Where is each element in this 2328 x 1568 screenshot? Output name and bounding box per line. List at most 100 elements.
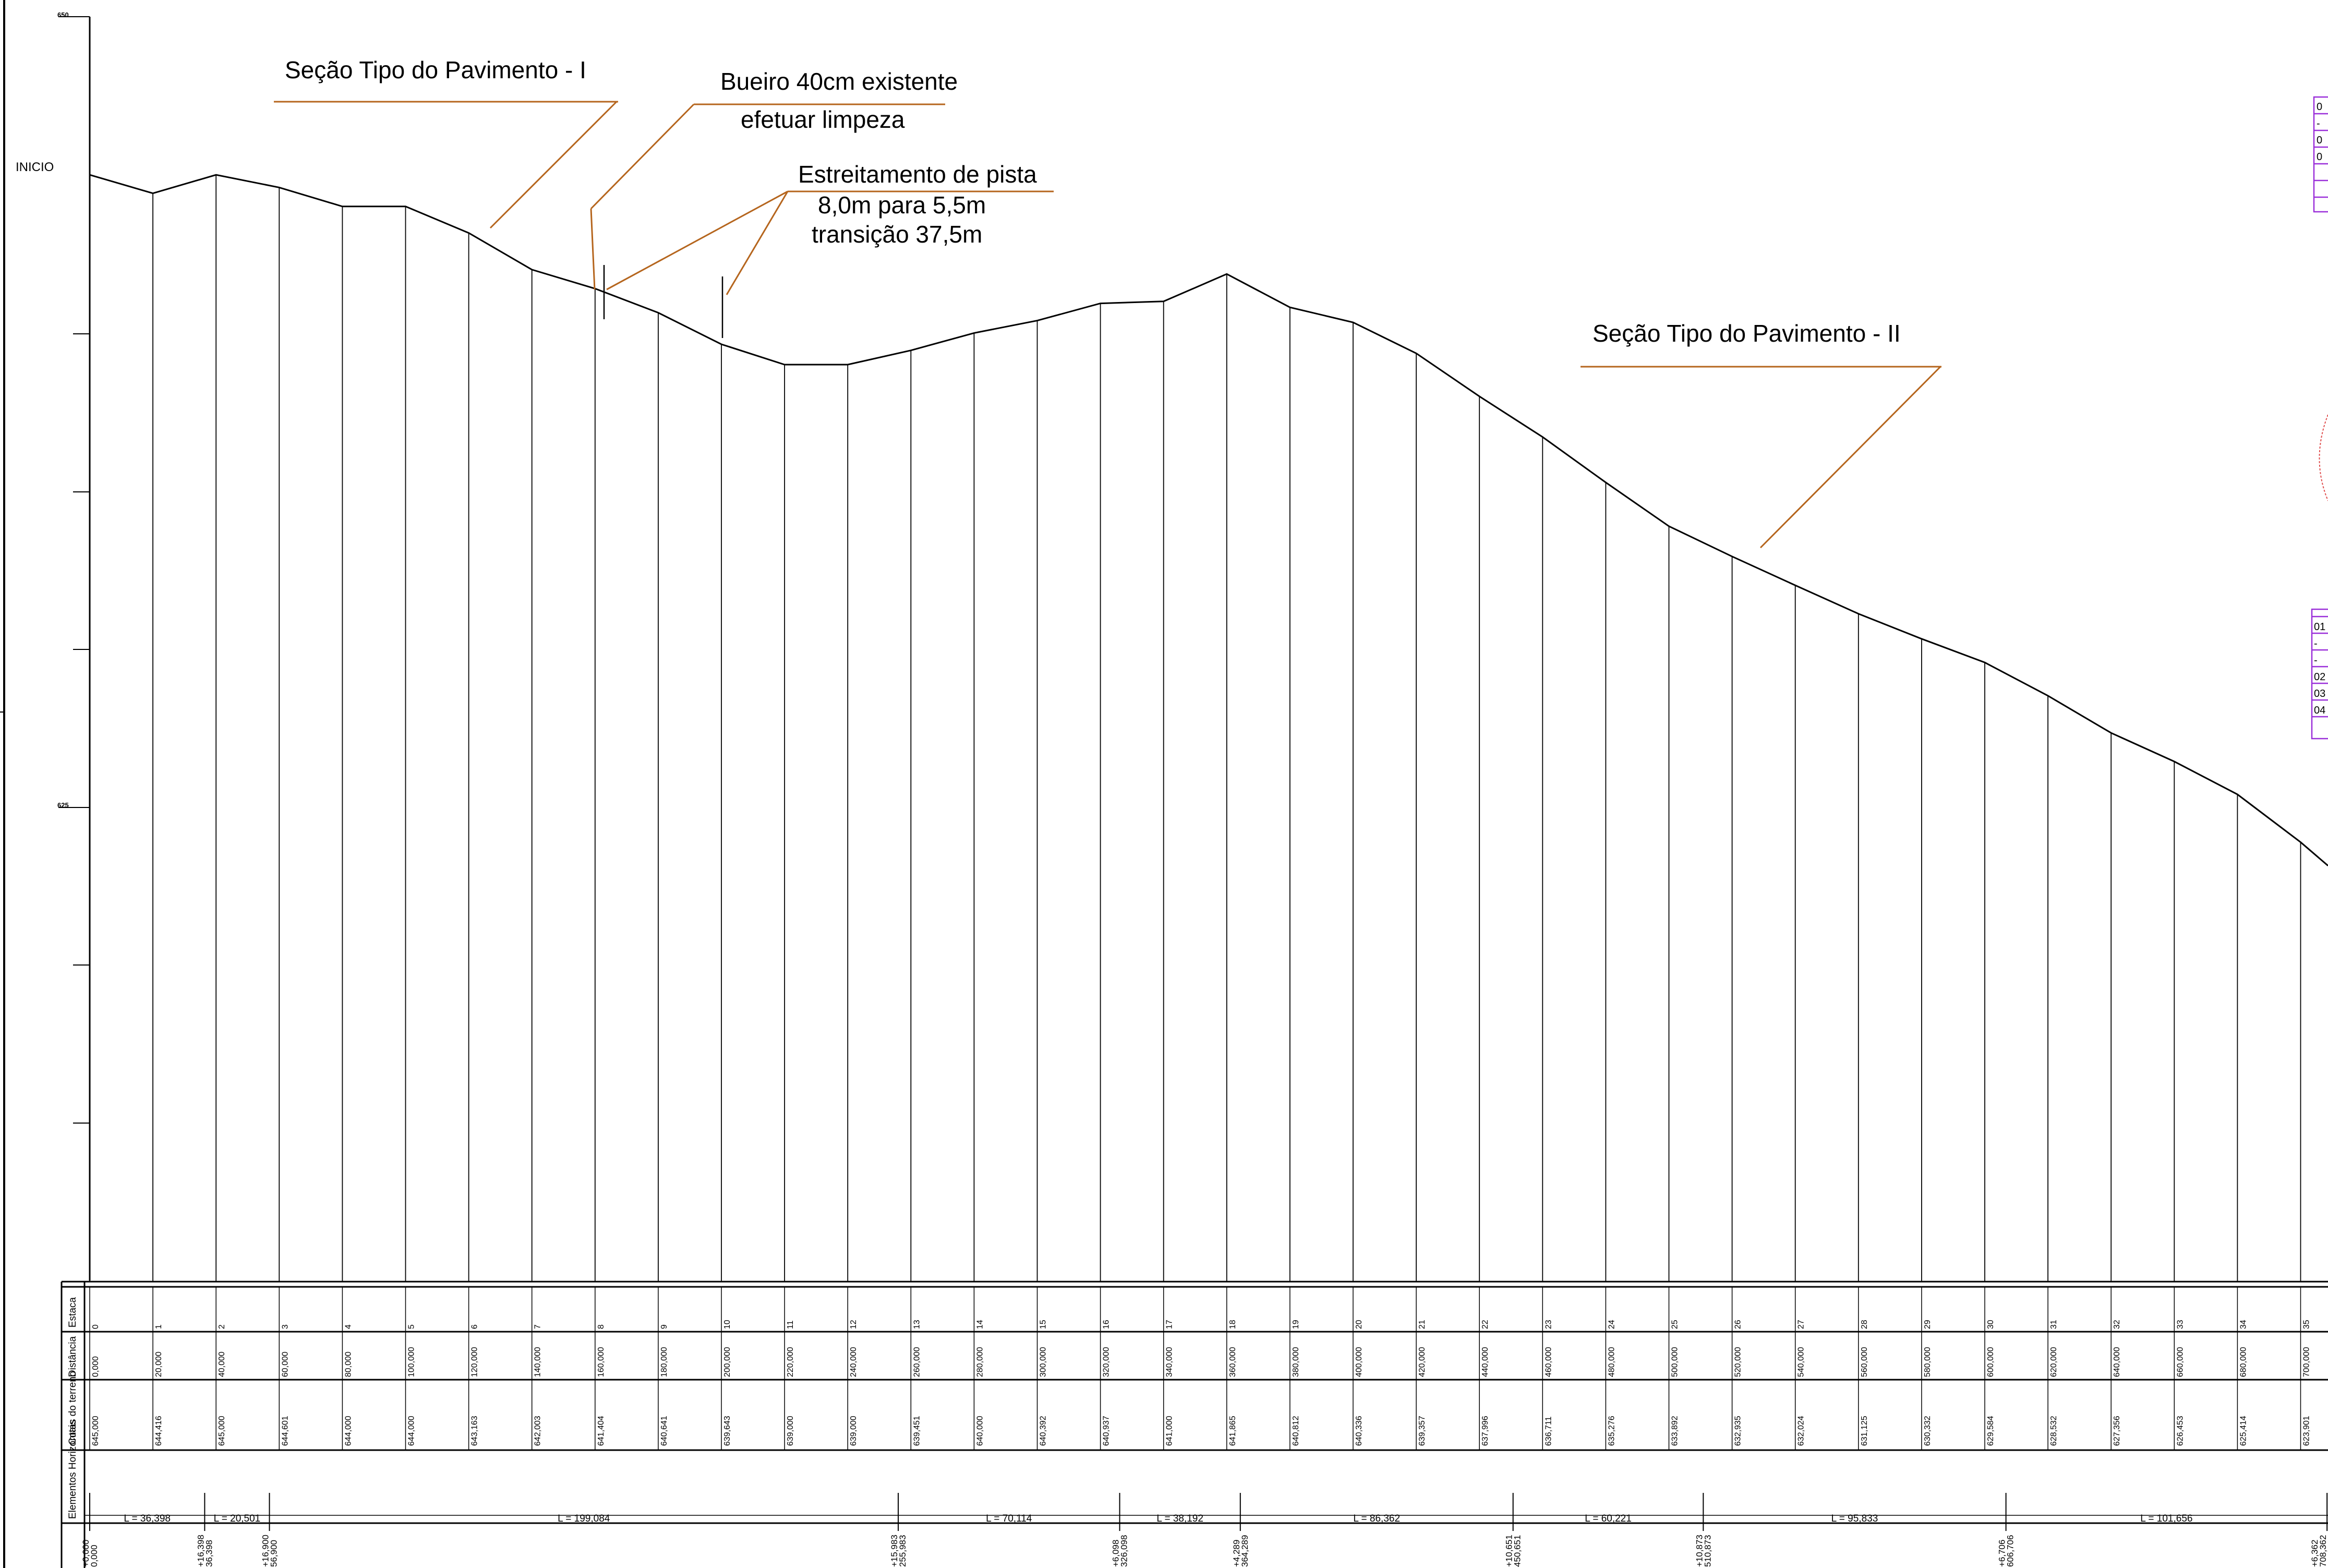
- cota-value: 630,332: [1923, 1416, 1932, 1446]
- distancia-value: 460,000: [1544, 1347, 1553, 1377]
- side-table-2-labels: 01 - - 02 03 04: [2314, 621, 2325, 716]
- annotation-secao-1: Seção Tipo do Pavimento - I: [285, 56, 586, 83]
- station-offset-label: +16,900: [261, 1535, 271, 1567]
- horizontal-element-length: L = 60,221: [1585, 1513, 1632, 1524]
- estaca-value: 23: [1544, 1320, 1553, 1329]
- horizontal-element-length: L = 86,362: [1353, 1513, 1400, 1524]
- estaca-value: 13: [912, 1320, 921, 1329]
- cota-value: 640,336: [1355, 1416, 1364, 1446]
- distancia-value: 100,000: [407, 1347, 416, 1377]
- distancia-value: 380,000: [1292, 1347, 1300, 1377]
- station-distance-label: 364,289: [1240, 1535, 1250, 1567]
- cota-value: 632,024: [1797, 1416, 1806, 1446]
- cota-value: 640,812: [1292, 1416, 1300, 1446]
- station-offset-label: +0,000: [81, 1540, 91, 1567]
- leader-secao-1: [489, 101, 618, 229]
- side-table-2-cell: -: [2314, 638, 2318, 649]
- side-table-2-cell: 04: [2314, 705, 2325, 716]
- distancia-value: 240,000: [849, 1347, 858, 1377]
- side-table-2-cell: 03: [2314, 688, 2325, 699]
- station-distance-label: 326,098: [1119, 1535, 1129, 1567]
- estaca-value: 2: [218, 1324, 226, 1329]
- axis-label-top: 650: [57, 11, 69, 19]
- station-offset-label: +16,398: [196, 1535, 206, 1567]
- side-table-2-cell: -: [2314, 655, 2318, 666]
- station-offset-label: +6,098: [1111, 1540, 1121, 1567]
- side-table-2-cell: 02: [2314, 671, 2325, 683]
- distancia-value: 600,000: [1986, 1347, 1995, 1377]
- annotation-estreitamento-line1: Estreitamento de pista: [798, 161, 1037, 188]
- annotation-bueiro-line2: efetuar limpeza: [741, 106, 905, 133]
- cota-value: 642,003: [534, 1416, 542, 1446]
- horizontal-element-length: L = 36,398: [124, 1513, 171, 1524]
- estaca-value: 32: [2113, 1320, 2121, 1329]
- distancia-value: 200,000: [723, 1347, 732, 1377]
- cota-value: 641,404: [597, 1416, 606, 1446]
- distancia-value: 140,000: [534, 1347, 542, 1377]
- annotation-secao-2: Seção Tipo do Pavimento - II: [1593, 320, 1901, 347]
- leader-estreitamento-a: [606, 190, 788, 291]
- estaca-value: 24: [1607, 1320, 1616, 1329]
- horizontal-element-length: L = 101,656: [2140, 1513, 2192, 1524]
- cota-value: 644,601: [281, 1416, 290, 1446]
- cota-value: 623,901: [2302, 1416, 2311, 1446]
- horizontal-element-length: L = 20,501: [214, 1513, 261, 1524]
- station-offset-label: +10,651: [1504, 1535, 1514, 1567]
- cota-value: 636,711: [1544, 1416, 1553, 1446]
- header-distancia: Distância: [67, 1336, 78, 1377]
- distancia-value: 180,000: [660, 1347, 669, 1377]
- cota-value: 641,865: [1228, 1416, 1237, 1446]
- distancia-value: 640,000: [2113, 1347, 2121, 1377]
- header-estaca: Estaca: [67, 1297, 78, 1328]
- station-distance-label: 0,000: [89, 1545, 99, 1567]
- axis-label-mid: 625: [57, 801, 69, 809]
- start-label: INICIO: [16, 160, 54, 174]
- distancia-value: 20,000: [154, 1352, 163, 1377]
- side-table-1-cell: 0: [2317, 135, 2322, 146]
- horizontal-elements-row: L = 36,398 L = 20,501 L = 199,084 L = 70,11…: [85, 1493, 2328, 1531]
- horizontal-element-length: L = 38,192: [1156, 1513, 1203, 1524]
- cota-value: 637,996: [1481, 1416, 1490, 1446]
- side-table-1-cell: -: [2317, 118, 2320, 129]
- cota-value: 641,000: [1165, 1416, 1174, 1446]
- cota-value: 631,125: [1860, 1416, 1869, 1446]
- station-distance-label: 36,398: [204, 1540, 214, 1567]
- leader-bueiro: [590, 103, 695, 210]
- cota-value: 629,584: [1986, 1416, 1995, 1446]
- header-elementos-horizontais: Elementos Horizontais: [67, 1420, 78, 1519]
- cota-value: 639,000: [786, 1416, 795, 1446]
- cota-value: 633,892: [1671, 1416, 1680, 1446]
- estaca-value: 18: [1228, 1320, 1237, 1329]
- distancia-value: 280,000: [975, 1347, 984, 1377]
- distancia-value: 660,000: [2176, 1347, 2185, 1377]
- leader-bueiro-drop: [590, 208, 596, 290]
- estaca-value: 15: [1039, 1320, 1048, 1329]
- estaca-value: 4: [344, 1324, 353, 1329]
- station-distance-label: 510,873: [1703, 1535, 1712, 1567]
- annotation-estreitamento-line3: transição 37,5m: [812, 221, 982, 248]
- estaca-value: 28: [1860, 1320, 1869, 1329]
- distancia-value: 480,000: [1607, 1347, 1616, 1377]
- station-distance-label: 56,900: [269, 1540, 279, 1567]
- cota-value: 639,000: [849, 1416, 858, 1446]
- distancia-value: 520,000: [1734, 1347, 1743, 1377]
- estaca-value: 14: [975, 1320, 984, 1329]
- estaca-value: 3: [281, 1324, 290, 1329]
- side-table-1-labels: 0 - 0 0: [2317, 101, 2322, 163]
- cota-value: 640,392: [1039, 1416, 1048, 1446]
- estaca-value: 21: [1418, 1320, 1427, 1329]
- header-cotas-terreno: Cotas do terreno: [67, 1371, 78, 1445]
- distancia-value: 700,000: [2302, 1347, 2311, 1377]
- station-offset-label: +10,873: [1694, 1535, 1704, 1567]
- cota-value: 644,000: [344, 1416, 353, 1446]
- cota-value: 644,416: [154, 1416, 163, 1446]
- distancia-value: 560,000: [1860, 1347, 1869, 1377]
- estaca-value: 26: [1734, 1320, 1743, 1329]
- estaca-value: 33: [2176, 1320, 2185, 1329]
- estaca-value: 20: [1355, 1320, 1364, 1329]
- estaca-value: 0: [91, 1324, 100, 1329]
- estaca-value: 11: [786, 1320, 795, 1329]
- marker-arc: [2319, 414, 2328, 501]
